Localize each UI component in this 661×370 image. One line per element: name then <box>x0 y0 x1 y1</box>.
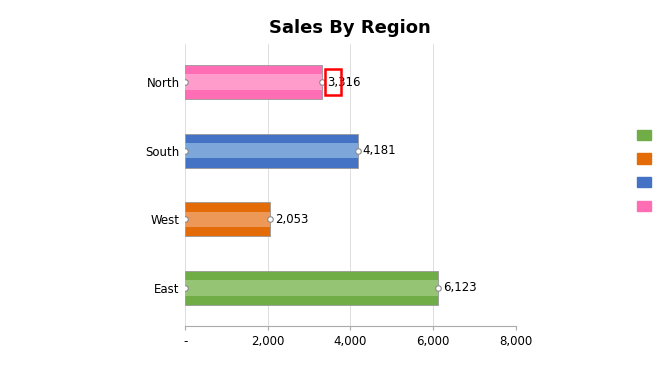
Text: 2,053: 2,053 <box>275 213 308 226</box>
Bar <box>185 134 358 168</box>
Bar <box>185 143 358 158</box>
Bar <box>185 280 438 296</box>
Legend: East, West, South, North: East, West, South, North <box>637 129 661 213</box>
Title: Sales By Region: Sales By Region <box>270 19 431 37</box>
Bar <box>185 202 270 236</box>
Bar <box>185 74 322 90</box>
Text: 4,181: 4,181 <box>363 144 397 157</box>
Bar <box>185 65 322 99</box>
Text: 6,123: 6,123 <box>443 281 477 295</box>
Text: 3,316: 3,316 <box>327 75 360 89</box>
Bar <box>185 212 270 227</box>
Bar <box>185 271 438 305</box>
